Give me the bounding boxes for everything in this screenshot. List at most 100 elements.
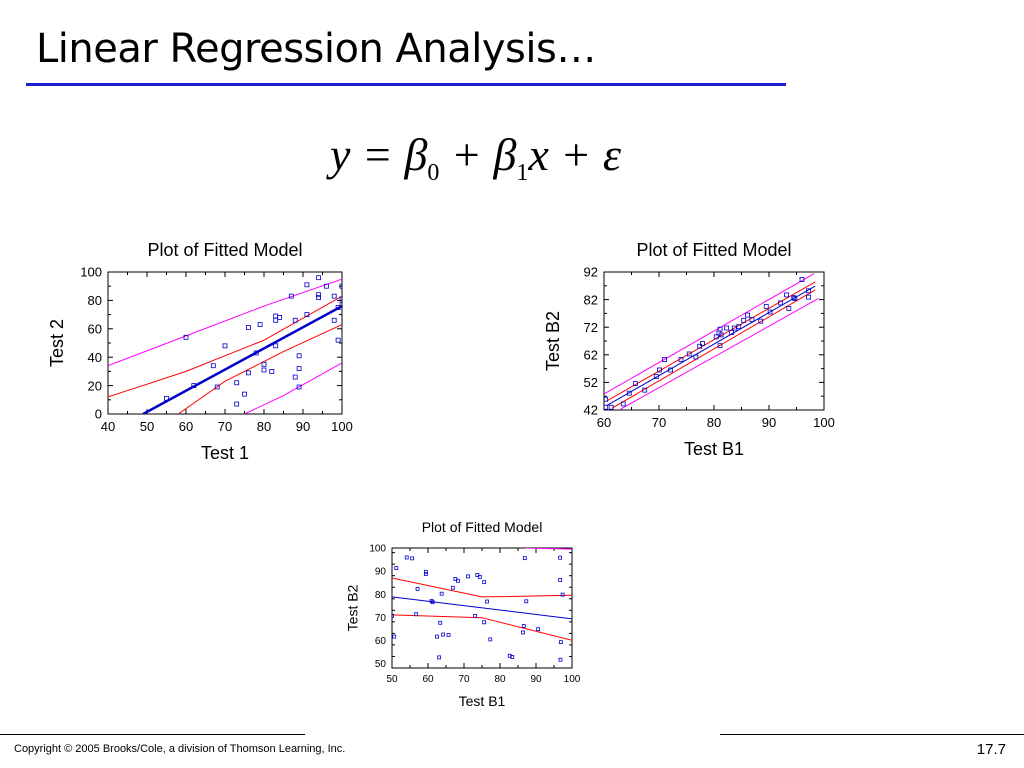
chart-3-data-point [558, 555, 563, 560]
chart-2-data-point [784, 292, 790, 298]
chart-1-plot-area [108, 275, 342, 414]
chart-1-y-tick-label: 40 [88, 350, 102, 365]
chart-2-y-tick-label: 52 [584, 375, 598, 390]
chart-1-x-tick-label: 50 [140, 419, 154, 434]
chart-1-x-tick-label: 80 [257, 419, 271, 434]
chart-3-x-tick-label: 90 [530, 674, 542, 685]
equation-subscript-1: 1 [516, 160, 529, 187]
chart-2-data-point [786, 306, 792, 311]
chart-1-prediction-limit-upper [108, 278, 342, 367]
footer-line-right [720, 734, 1024, 735]
chart-3-data-point [394, 566, 399, 570]
chart-3-data-point [488, 637, 493, 642]
chart-3-y-axis-label: Test B2 [344, 584, 360, 631]
chart-2-title: Plot of Fitted Model [636, 240, 791, 260]
chart-1-data-point [245, 324, 251, 330]
chart-1-data-point [316, 295, 322, 300]
chart-3-svg: 50 60 70 80 90 100 50 60 70 80 90 100 Plot of Fitted… [344, 519, 581, 709]
chart-2-data-point [713, 334, 719, 340]
chart-1-data-point [323, 283, 329, 289]
chart-2-y-axis-label: Test B2 [543, 311, 563, 371]
chart-3-data-point [446, 633, 451, 637]
chart-1-x-tick-label: 60 [179, 419, 193, 434]
chart-3-y-tick-label: 60 [375, 636, 387, 647]
chart-2-data-point [678, 357, 684, 362]
chart-3-fitted-line [392, 596, 572, 620]
chart-1-data-point [222, 343, 228, 349]
chart-3-data-point [482, 580, 487, 585]
chart-3-data-point [441, 632, 446, 637]
chart-1-fitted-line [142, 304, 342, 414]
chart-1-data-point [304, 312, 310, 317]
chart-3-data-point [477, 574, 482, 579]
chart-2-data-point [662, 357, 667, 362]
chart-2-data-point [806, 294, 812, 300]
chart-1-data-point [257, 322, 263, 327]
chart-2-x-tick-label: 60 [597, 415, 611, 430]
chart-2-data-point [749, 317, 755, 322]
chart-3-y-tick-label: 100 [369, 544, 386, 555]
chart-3-prediction-limit-upper [525, 548, 572, 550]
chart-1-y-axis-label: Test 2 [47, 319, 67, 367]
chart-3: 50 60 70 80 90 100 50 60 70 80 90 100 Plot of Fitted… [330, 508, 650, 740]
chart-2-fitted-line [606, 285, 816, 407]
chart-2-data-point [700, 341, 705, 346]
chart-1-plot-frame [107, 271, 343, 415]
chart-2-y-tick-label: 72 [584, 320, 598, 335]
chart-1-y-tick-label: 20 [88, 378, 102, 393]
chart-2-data-point [791, 295, 797, 301]
chart-3-data-point [392, 634, 397, 639]
chart-1-data-point [304, 282, 310, 288]
chart-3-data-point [485, 599, 489, 604]
chart-3-x-tick-label: 80 [494, 674, 506, 685]
chart-1-data-point [316, 292, 322, 298]
chart-1-data-point [296, 353, 302, 359]
chart-3-plot-area [392, 548, 572, 662]
slide-title: Linear Regression Analysis… [36, 26, 596, 72]
chart-1-data-point [273, 317, 279, 323]
chart-1-data-point [277, 315, 283, 320]
chart-1-data-point [234, 401, 240, 407]
chart-1-y-tick-label: 100 [80, 265, 102, 280]
chart-3-data-point [522, 556, 527, 561]
chart-2-svg: 60 70 80 90 100 42 52 62 72 82 92 Plot of Fitted Mo… [543, 240, 835, 459]
chart-1-data-point [191, 383, 197, 389]
chart-3-data-point [560, 592, 565, 597]
chart-3-data-point [415, 586, 420, 591]
chart-1-data-point [292, 317, 298, 323]
chart-3-confidence-limit-upper [392, 577, 572, 598]
chart-1-data-point [316, 275, 322, 281]
chart-2-data-point [626, 390, 632, 396]
chart-2-data-point [799, 277, 805, 282]
chart-2-data-point [778, 300, 783, 306]
chart-1-y-tick-label: 80 [88, 293, 102, 308]
chart-3-data-point [435, 634, 439, 639]
chart-2-data-point [642, 387, 648, 393]
chart-1-x-tick-label: 100 [331, 419, 353, 434]
chart-2-plot-area [604, 273, 819, 410]
chart-2-data-point [741, 317, 747, 323]
chart-2-x-tick-label: 70 [652, 415, 666, 430]
chart-3-data-point [466, 574, 470, 579]
chart-3-x-tick-label: 60 [422, 674, 434, 685]
chart-3-data-point [414, 612, 419, 617]
chart-2-data-point [729, 330, 735, 335]
chart-1-data-point [331, 293, 337, 299]
chart-3-y-tick-label: 90 [375, 567, 387, 578]
equation-x: x [528, 129, 549, 180]
chart-2-data-point [806, 288, 812, 294]
chart-3-x-tick-label: 100 [564, 674, 581, 685]
chart-3-y-tick-label: 50 [375, 659, 387, 670]
chart-1-data-point [331, 317, 337, 323]
equation-epsilon: ε [602, 129, 621, 180]
chart-3-x-axis-label: Test B1 [459, 693, 506, 709]
chart-2-y-tick-label: 82 [584, 292, 598, 307]
chart-3-data-point [558, 657, 563, 662]
chart-2-data-point [604, 404, 609, 410]
chart-3-data-point [473, 613, 478, 618]
equation-beta-0: β [404, 129, 428, 180]
chart-3-data-point [404, 555, 409, 560]
chart-1-data-point [288, 293, 294, 299]
equation-plus-1: + [450, 129, 482, 180]
chart-2-confidence-limit-upper [606, 281, 816, 402]
